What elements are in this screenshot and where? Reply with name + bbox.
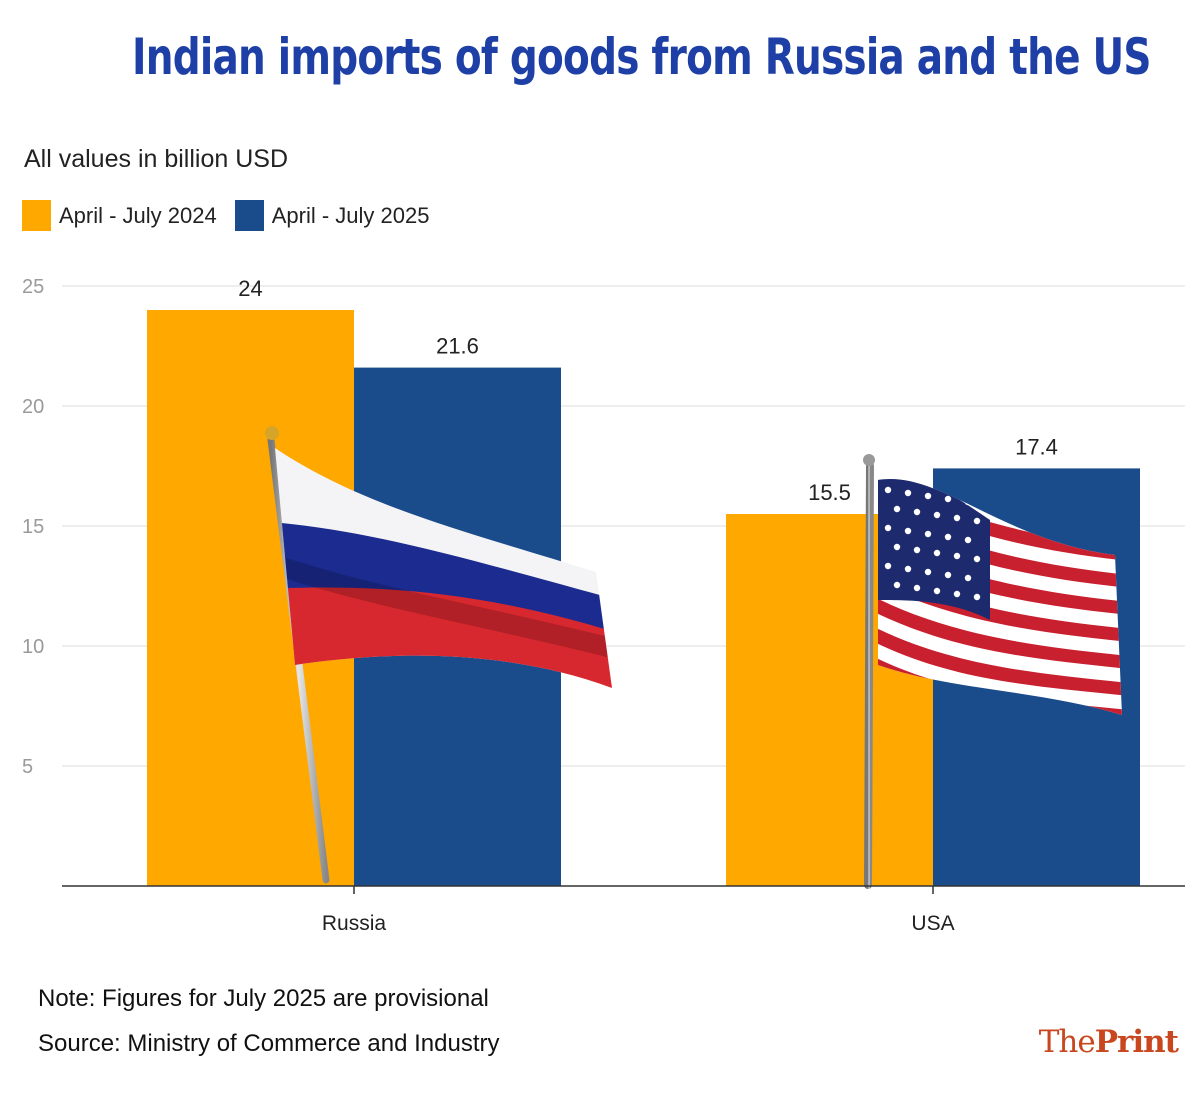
legend-item-2025: April - July 2025 <box>234 200 430 231</box>
data-label: 21.6 <box>436 334 479 359</box>
y-tick-label: 20 <box>22 396 44 418</box>
brand-logo-print: Print <box>1094 1024 1179 1060</box>
legend-item-2024: April - July 2024 <box>22 200 217 231</box>
y-tick-label: 25 <box>22 276 44 298</box>
brand-logo: ThePrint <box>1038 1024 1179 1060</box>
chart-subtitle: All values in billion USD <box>24 145 289 173</box>
source-note: Source: Ministry of Commerce and Industr… <box>38 1030 500 1057</box>
legend-label-2025: April - July 2025 <box>271 202 430 228</box>
legend: April - July 2024 April - July 2025 <box>22 200 448 231</box>
data-label: 24 <box>238 276 262 301</box>
x-category-label: USA <box>911 912 954 935</box>
data-label: 15.5 <box>808 480 851 505</box>
flag-finial-icon <box>265 426 279 440</box>
flag-finial-icon <box>863 454 875 466</box>
x-category-label: Russia <box>322 912 387 935</box>
brand-logo-the: The <box>1038 1024 1096 1060</box>
legend-swatch-2025 <box>234 200 264 231</box>
y-tick-label: 5 <box>22 756 33 778</box>
chart-title: Indian imports of goods from Russia and … <box>132 28 1152 86</box>
y-tick-label: 10 <box>22 636 44 658</box>
legend-label-2024: April - July 2024 <box>59 202 217 228</box>
y-tick-label: 15 <box>22 516 44 538</box>
data-label: 17.4 <box>1015 434 1058 459</box>
legend-swatch-2024 <box>22 200 51 231</box>
footnote: Note: Figures for July 2025 are provisio… <box>38 985 489 1012</box>
